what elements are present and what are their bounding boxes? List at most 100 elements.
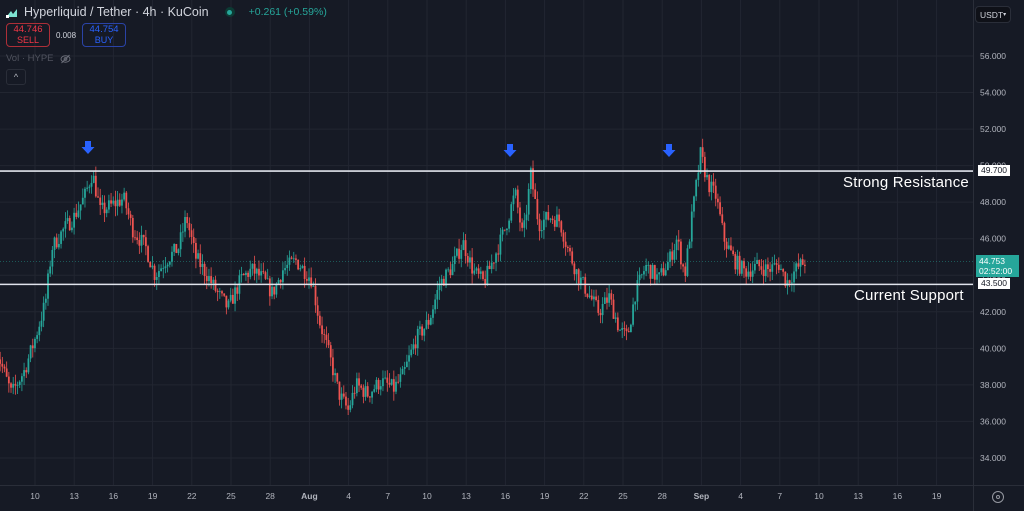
currency-selector[interactable]: USDT ▾ bbox=[975, 6, 1011, 23]
bearish-candle bbox=[769, 269, 771, 272]
bullish-candle bbox=[412, 344, 415, 350]
time-axis-label: 10 bbox=[814, 491, 824, 501]
bullish-candle bbox=[351, 392, 354, 406]
bearish-candle bbox=[318, 315, 321, 326]
bullish-candle bbox=[349, 405, 352, 410]
time-axis-label: 7 bbox=[777, 491, 782, 501]
bullish-candle bbox=[786, 280, 789, 287]
bullish-candle bbox=[27, 358, 30, 373]
time-axis-label: 28 bbox=[265, 491, 275, 501]
bearish-candle bbox=[627, 331, 630, 333]
bullish-candle bbox=[460, 249, 463, 259]
bullish-candle bbox=[151, 265, 154, 268]
bullish-candle bbox=[632, 304, 634, 325]
bullish-candle bbox=[501, 229, 504, 235]
bearish-candle bbox=[558, 214, 561, 222]
bullish-candle bbox=[473, 270, 476, 274]
bearish-candle bbox=[149, 261, 152, 268]
bearish-candle bbox=[536, 199, 539, 220]
bearish-candle bbox=[762, 269, 765, 277]
buy-button[interactable]: 44.754 BUY bbox=[82, 23, 127, 47]
bullish-candle bbox=[101, 202, 104, 205]
bullish-candle bbox=[756, 260, 758, 264]
support-annotation[interactable]: Current Support bbox=[854, 287, 964, 304]
bearish-candle bbox=[303, 265, 306, 279]
price-axis-label: 54.000 bbox=[980, 88, 1006, 98]
bullish-candle bbox=[608, 293, 611, 303]
bullish-candle bbox=[121, 199, 123, 206]
resistance-annotation[interactable]: Strong Resistance bbox=[843, 174, 969, 191]
bearish-candle bbox=[606, 297, 608, 303]
bearish-candle bbox=[745, 268, 748, 277]
bullish-candle bbox=[245, 272, 247, 276]
bullish-candle bbox=[240, 273, 243, 276]
bearish-candle bbox=[216, 290, 219, 293]
bullish-candle bbox=[255, 268, 258, 274]
time-axis-label: 25 bbox=[226, 491, 236, 501]
bearish-candle bbox=[236, 287, 239, 294]
down-arrow-marker-icon[interactable] bbox=[662, 144, 676, 157]
bullish-candle bbox=[499, 234, 502, 255]
bearish-candle bbox=[99, 197, 102, 205]
bullish-candle bbox=[105, 209, 108, 214]
bullish-candle bbox=[753, 263, 756, 271]
bullish-candle bbox=[53, 237, 56, 250]
bearish-candle bbox=[521, 222, 524, 228]
symbol-title[interactable]: Hyperliquid / Tether · 4h · KuCoin bbox=[24, 5, 209, 19]
bearish-candle bbox=[186, 217, 189, 224]
candlesticks[interactable] bbox=[0, 138, 806, 416]
bearish-candle bbox=[136, 237, 139, 241]
bearish-candle bbox=[231, 294, 234, 304]
bullish-candle bbox=[86, 187, 89, 189]
bullish-candle bbox=[308, 277, 310, 281]
bullish-candle bbox=[57, 243, 60, 248]
bullish-candle bbox=[549, 218, 552, 220]
bullish-candle bbox=[529, 168, 532, 190]
buy-label: BUY bbox=[94, 35, 114, 45]
time-axis-label: 19 bbox=[148, 491, 158, 501]
down-arrow-marker-icon[interactable] bbox=[81, 141, 95, 154]
bearish-candle bbox=[55, 237, 58, 248]
bearish-candle bbox=[153, 265, 156, 280]
bullish-candle bbox=[16, 385, 19, 386]
spread-value: 0.008 bbox=[56, 30, 77, 40]
buy-price: 44.754 bbox=[89, 24, 119, 35]
bullish-candle bbox=[495, 253, 497, 263]
bearish-candle bbox=[247, 272, 249, 277]
bullish-candle bbox=[375, 379, 378, 390]
bearish-candle bbox=[571, 251, 574, 264]
bearish-candle bbox=[358, 378, 360, 386]
bullish-candle bbox=[44, 298, 47, 303]
down-arrow-marker-icon[interactable] bbox=[503, 144, 517, 157]
time-axis[interactable]: 10 13 16 19 22 25 28 Aug 4 7 10 13 16 19 22 25 28 Sep 4 7 10… bbox=[30, 491, 941, 501]
bullish-candle bbox=[727, 245, 730, 249]
bearish-candle bbox=[195, 242, 197, 259]
bearish-candle bbox=[138, 240, 141, 246]
volume-label[interactable]: Vol · HYPE bbox=[6, 53, 54, 64]
price-axis-label: 40.000 bbox=[980, 343, 1006, 353]
bullish-candle bbox=[447, 269, 450, 271]
bullish-candle bbox=[84, 188, 86, 198]
bullish-candle bbox=[18, 381, 21, 386]
bearish-candle bbox=[590, 295, 593, 300]
bullish-candle bbox=[445, 269, 447, 286]
bearish-candle bbox=[662, 268, 665, 276]
bullish-candle bbox=[301, 265, 304, 269]
bullish-candle bbox=[399, 374, 402, 382]
bearish-candle bbox=[225, 295, 228, 308]
sell-button[interactable]: 44.746 SELL bbox=[6, 23, 50, 47]
bullish-candle bbox=[364, 386, 367, 397]
collapse-legend-button[interactable]: ^ bbox=[6, 69, 26, 85]
bullish-candle bbox=[108, 200, 110, 210]
bullish-candle bbox=[212, 279, 215, 284]
bearish-candle bbox=[353, 392, 356, 394]
bearish-candle bbox=[680, 241, 682, 265]
price-axis-label: 34.000 bbox=[980, 453, 1006, 463]
bullish-candle bbox=[795, 263, 798, 272]
chart-settings-gear-icon[interactable] bbox=[992, 491, 1004, 503]
eye-off-icon[interactable] bbox=[60, 54, 71, 64]
bullish-candle bbox=[512, 195, 515, 205]
bullish-candle bbox=[410, 349, 413, 356]
